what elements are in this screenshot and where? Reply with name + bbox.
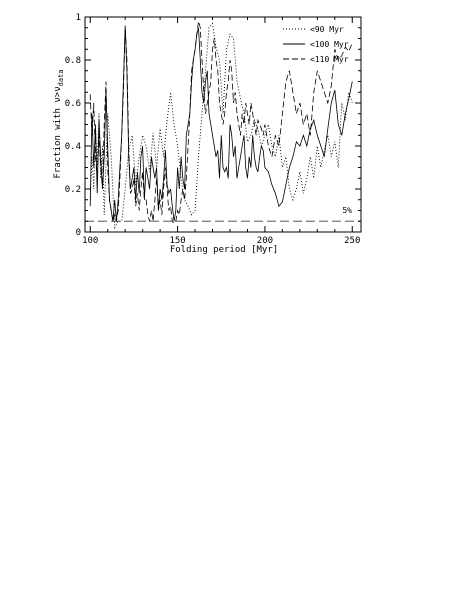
axes-group: 100 150 200 250 0 0.2 0.4 0.6 0.8 1 [65,13,361,246]
y-tick-label: 0.4 [65,142,81,152]
y-axis-label-main: Fraction with ν>ν [53,86,63,178]
y-tick-label: 0.8 [65,56,81,66]
x-tick-label: 250 [344,236,360,246]
series-line-1 [89,22,353,230]
x-tick-label: 150 [169,236,185,246]
y-tick-label: 1 [76,13,81,23]
legend-label-2: <100 Myr [310,40,349,49]
series-line-3 [89,21,353,225]
y-axis-label-subscript: data [57,70,65,87]
series-line-2 [89,25,353,222]
x-tick-label: 100 [82,236,98,246]
x-tick-label: 200 [257,236,273,246]
legend-label-3: <110 Myr [310,55,349,64]
x-axis-label: Folding period [Myr] [170,245,278,255]
y-axis-label: Fraction with ν>νdata [53,70,65,179]
y-tick-label: 0.2 [65,185,81,195]
y-tick-label: 0 [76,228,81,238]
legend: <90 Myr <100 Myr <110 Myr [283,25,349,64]
y-tick-label: 0.6 [65,99,81,109]
series-group [89,21,353,230]
threshold-label: 5% [342,206,352,215]
legend-label-1: <90 Myr [310,25,344,34]
